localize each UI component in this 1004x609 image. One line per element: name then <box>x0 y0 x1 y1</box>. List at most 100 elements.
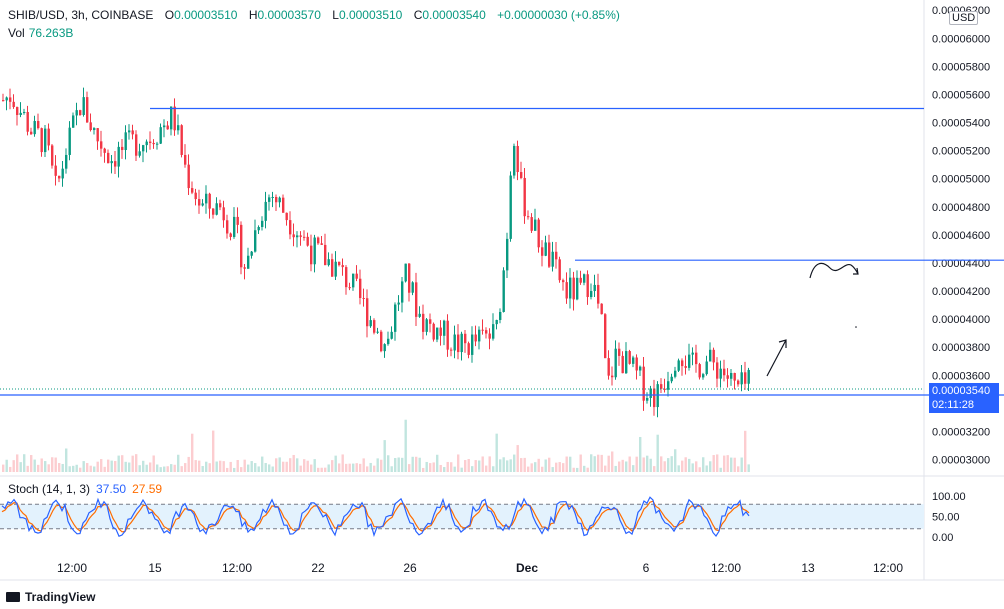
volume-bar <box>131 455 134 472</box>
volume-bar <box>625 461 628 472</box>
volume-bar <box>460 467 463 472</box>
volume-bar <box>530 463 533 472</box>
candle-body <box>54 165 57 176</box>
candle-body <box>576 277 579 300</box>
volume-bar <box>159 467 162 472</box>
currency-button[interactable]: USD <box>949 11 979 25</box>
candle-body <box>646 398 649 401</box>
candle-body <box>26 111 29 132</box>
volume-bar <box>345 463 348 472</box>
candle-body <box>138 151 141 156</box>
volume-bar <box>114 461 117 472</box>
volume-bar <box>555 462 558 472</box>
volume-bar <box>404 419 407 472</box>
candle-body <box>205 193 208 204</box>
candle-body <box>719 368 722 379</box>
candle-body <box>597 284 600 304</box>
candle-body <box>320 243 323 245</box>
candle-body <box>439 327 442 336</box>
candle-body <box>271 196 274 198</box>
candle-body <box>303 236 306 238</box>
volume-bar <box>390 466 393 472</box>
y-tick-label: 0.00006000 <box>932 33 990 45</box>
volume-bar <box>691 463 694 472</box>
y-tick-label: 0.00003000 <box>932 455 990 467</box>
candle-body <box>649 388 652 399</box>
candle-body <box>170 106 173 130</box>
candle-body <box>341 265 344 268</box>
volume-bar <box>366 466 369 472</box>
last-price-tag: 0.00003540 02:11:28 <box>929 383 999 413</box>
volume-bar <box>551 467 554 472</box>
candle-body <box>198 199 201 206</box>
candle-body <box>173 106 176 131</box>
volume-bar <box>621 459 624 472</box>
candle-body <box>474 334 477 342</box>
volume-bar <box>499 459 502 472</box>
candle-body <box>663 388 666 390</box>
volume-bar <box>198 460 201 472</box>
volume-bar <box>215 461 218 472</box>
candle-body <box>516 145 519 173</box>
candle-body <box>632 357 635 364</box>
volume-bar <box>145 464 148 472</box>
volume-bar <box>726 455 729 472</box>
volume-bar <box>674 449 677 472</box>
last-price-value: 0.00003540 <box>932 385 991 397</box>
volume-bar <box>565 456 568 472</box>
volume-bar <box>58 462 61 472</box>
volume-bar <box>5 459 8 472</box>
candle-body <box>75 110 78 116</box>
candle-body <box>254 230 257 252</box>
volume-bar <box>275 458 278 472</box>
volume-bar <box>187 456 190 472</box>
tradingview-logo[interactable]: TradingView <box>6 590 95 604</box>
volume-bar <box>667 458 670 472</box>
volume-bar <box>418 457 421 472</box>
candle-body <box>187 164 190 189</box>
candle-body <box>58 175 61 179</box>
volume-bar <box>632 465 635 472</box>
volume-bar <box>264 462 267 472</box>
volume-bar <box>338 463 341 472</box>
candle-body <box>471 334 474 355</box>
volume-bar <box>548 457 551 472</box>
volume-bar <box>124 461 127 472</box>
volume-bar <box>205 461 208 472</box>
volume-bar <box>23 454 26 472</box>
stoch-tick-label: 0.00 <box>932 532 953 544</box>
candle-body <box>618 348 621 356</box>
x-tick-label: 13 <box>801 561 815 575</box>
low-value: 0.00003510 <box>338 8 403 22</box>
candle-body <box>551 251 554 267</box>
volume-bar <box>383 440 386 472</box>
volume-bar <box>474 460 477 472</box>
candle-body <box>653 388 656 408</box>
candle-body <box>387 338 390 345</box>
candle-body <box>443 320 446 336</box>
volume-bar <box>334 455 337 472</box>
volume-bar <box>628 456 631 472</box>
candle-body <box>614 348 617 378</box>
volume-bar <box>19 462 22 472</box>
candle-body <box>117 146 120 167</box>
candle-body <box>103 148 106 153</box>
candle-body <box>313 237 316 265</box>
volume-bar <box>481 456 484 472</box>
candle-body <box>352 273 355 288</box>
candle-body <box>16 107 19 116</box>
volume-bar <box>747 464 750 472</box>
candle-body <box>733 372 736 381</box>
stoch-tick-label: 50.00 <box>932 512 960 524</box>
candle-body <box>268 197 271 202</box>
candle-body <box>422 313 425 332</box>
stoch-d-line <box>1 500 750 533</box>
candle-body <box>250 251 253 256</box>
volume-bar <box>103 466 106 472</box>
volume-bar <box>709 461 712 472</box>
candle-body <box>366 298 369 327</box>
volume-bar <box>121 455 124 472</box>
candle-body <box>149 141 152 143</box>
y-tick-label: 0.00003800 <box>932 342 990 354</box>
